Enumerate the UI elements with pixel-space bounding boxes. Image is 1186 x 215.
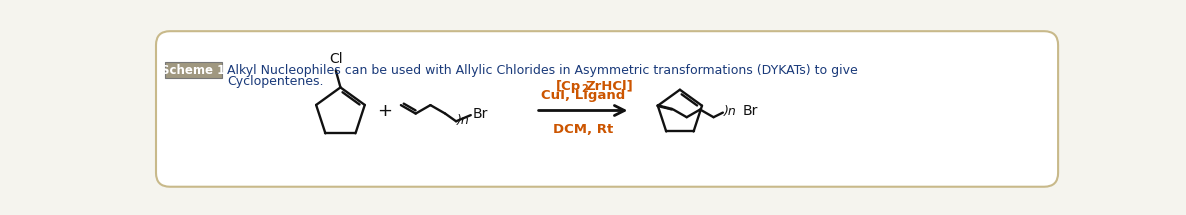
Text: Br: Br <box>473 107 489 121</box>
Text: )n: )n <box>723 105 737 118</box>
Text: Br: Br <box>742 104 758 118</box>
Text: [Cp: [Cp <box>556 80 581 93</box>
Text: +: + <box>377 101 393 120</box>
Text: Scheme 1: Scheme 1 <box>161 64 225 77</box>
Text: CuI, Ligand: CuI, Ligand <box>541 89 625 102</box>
Text: )n: )n <box>457 114 470 127</box>
Text: 2: 2 <box>581 84 588 94</box>
FancyBboxPatch shape <box>165 62 222 78</box>
Text: ZrHCl]: ZrHCl] <box>586 80 633 93</box>
Text: Cyclopentenes.: Cyclopentenes. <box>228 75 324 88</box>
Text: DCM, Rt: DCM, Rt <box>553 123 613 136</box>
Text: Alkyl Nucleophiles can be used with Allylic Chlorides in Asymmetric transformati: Alkyl Nucleophiles can be used with Ally… <box>228 64 857 77</box>
FancyBboxPatch shape <box>157 31 1058 187</box>
Text: Cl: Cl <box>329 52 343 66</box>
